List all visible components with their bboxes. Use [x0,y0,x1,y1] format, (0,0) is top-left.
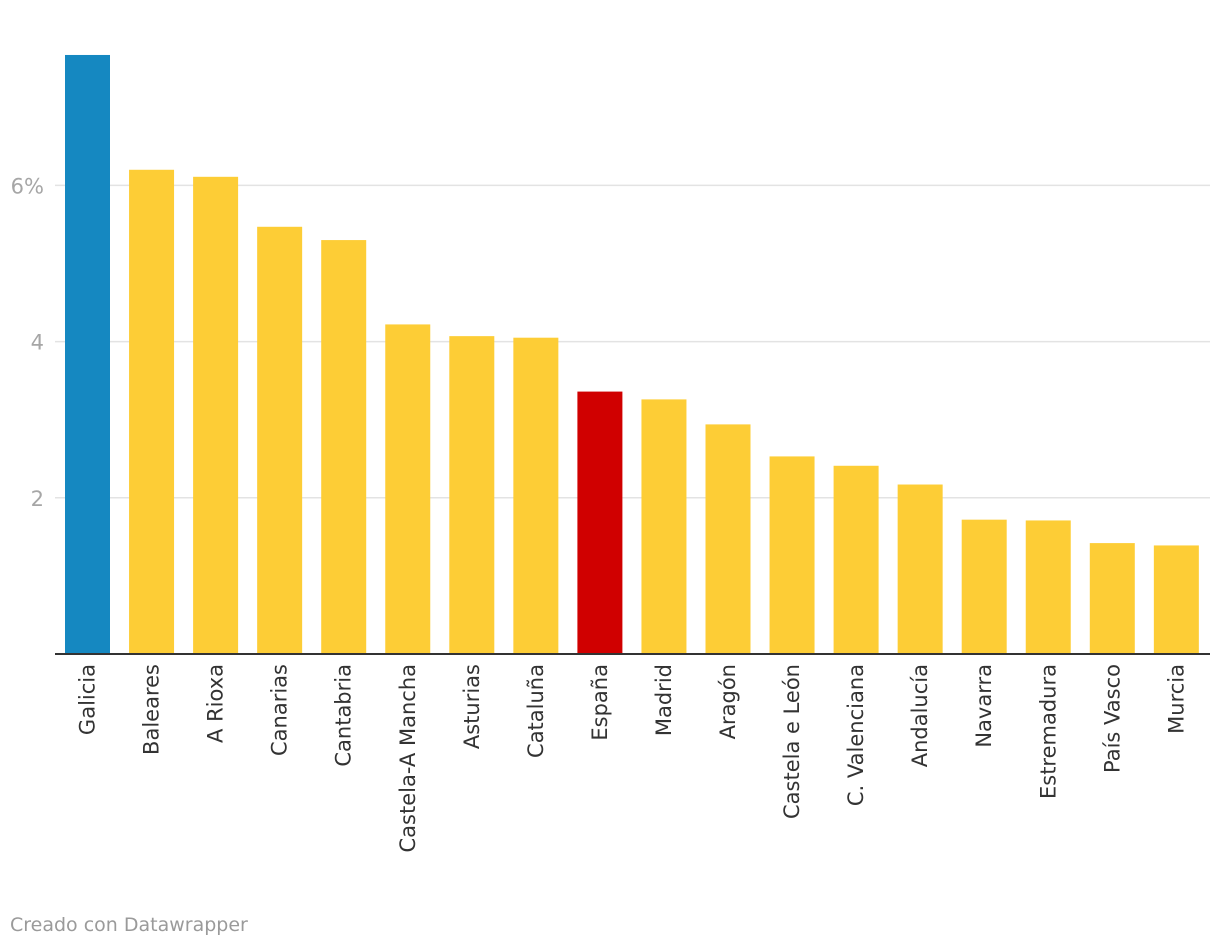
bar-castela-e-león [769,456,815,654]
bar-navarra [961,519,1007,654]
x-tick-label: C. Valenciana [844,664,868,806]
x-tick-label: Castela-A Mancha [396,664,420,853]
bar-madrid [641,399,687,654]
bar-chart: 2 4 6% Galicia Baleares A Rioxa Canarias Canta… [11,54,1210,853]
bar-asturias [449,336,495,654]
bar-cataluña [513,337,559,654]
bar-andalucía [897,484,943,654]
x-tick-label: Madrid [652,664,676,736]
x-tick-label: País Vasco [1100,664,1124,773]
x-tick-label: Baleares [140,664,164,755]
bar-murcia [1153,545,1199,654]
bar-galicia [65,54,110,654]
x-tick-label: A Rioxa [204,664,228,743]
y-tick-label: 4 [31,331,44,355]
x-tick-label: Cantabria [332,664,356,767]
x-tick-label: Galicia [76,664,100,735]
y-tick-label: 6% [11,174,44,198]
x-tick-label: Canarias [268,664,292,756]
x-tick-label: Castela e León [780,664,804,819]
x-axis-labels: Galicia Baleares A Rioxa Canarias Cantabria C… [76,664,1189,853]
credit-text: Creado con Datawrapper [10,914,248,936]
bar-país-vasco [1089,543,1135,654]
bar-estremadura [1025,520,1071,654]
x-tick-label: Cataluña [524,664,548,758]
y-axis-ticks: 2 4 6% [11,174,44,510]
x-tick-label: Aragón [716,664,740,739]
x-tick-label: Asturias [460,664,484,749]
bar-canarias [257,226,303,654]
x-tick-label: Andalucía [908,664,932,767]
gridlines [55,184,1210,499]
bar-españa [577,391,623,654]
x-tick-label: España [588,664,612,741]
y-tick-label: 2 [31,487,44,511]
bar-aragón [705,424,751,654]
bar-cantabria [321,240,367,654]
x-tick-label: Estremadura [1036,664,1060,799]
bar-c-valenciana [833,465,879,654]
bar-baleares [129,169,175,654]
bar-castela-a-mancha [385,324,431,654]
bar-a-rioxa [193,176,239,654]
x-tick-label: Murcia [1164,664,1188,734]
x-tick-label: Navarra [972,664,996,748]
bars [65,54,1199,654]
